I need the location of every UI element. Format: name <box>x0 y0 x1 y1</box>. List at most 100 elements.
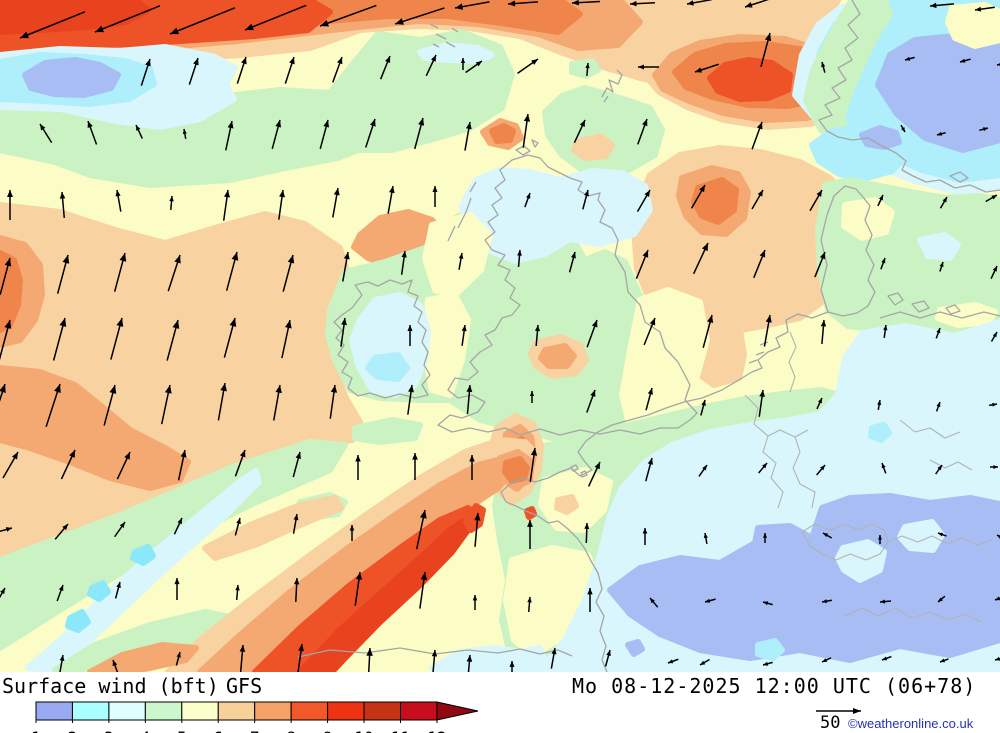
wind-arrow-head <box>992 402 997 407</box>
wind-arrow <box>281 319 292 359</box>
wind-arrow <box>881 655 892 661</box>
wind-arrow <box>332 187 340 218</box>
wind-arrow-head <box>759 250 766 258</box>
wind-arrow <box>225 251 239 291</box>
wind-arrow-head <box>982 127 988 132</box>
wind-arrow <box>273 384 282 421</box>
wind-arrow-head <box>587 588 593 595</box>
credit-link[interactable]: ©weatheronline.co.uk <box>848 716 974 731</box>
coastline-faroe-islands <box>429 23 459 48</box>
coastline-baltic-coast <box>879 311 1000 319</box>
wind-arrow <box>292 451 301 478</box>
wind-arrow <box>110 317 124 360</box>
wind-arrow-head <box>940 658 946 663</box>
wind-arrow <box>816 397 823 410</box>
wind-arrow-head <box>702 465 707 471</box>
scale-arrow-head <box>853 708 861 714</box>
wind-arrow <box>387 185 395 214</box>
wind-arrow-head <box>455 3 463 10</box>
wind-arrow-head <box>112 660 118 667</box>
wind-arrow-head <box>937 131 943 136</box>
wind-arrow-head <box>461 325 467 332</box>
region-streak-dot2 <box>87 580 111 602</box>
legend-tick-label: 9 <box>323 728 333 733</box>
coastline-denmark <box>820 185 876 317</box>
wind-arrow <box>758 389 765 417</box>
wind-arrow-head <box>975 6 982 12</box>
wind-arrow <box>878 535 882 544</box>
wind-arrow-head <box>642 250 649 258</box>
wind-arrow-head <box>241 57 247 65</box>
wind-arrow-head <box>343 252 350 260</box>
wind-arrow-head <box>820 465 825 471</box>
wind-arrow <box>113 252 127 292</box>
wind-arrow-head <box>936 402 941 408</box>
wind-arrow-head <box>534 325 541 332</box>
wind-arrow <box>292 513 299 534</box>
wind-arrow <box>821 657 832 663</box>
wind-arrow <box>985 194 998 203</box>
wind-arrow <box>587 588 593 612</box>
wind-arrow <box>763 314 772 347</box>
wind-arrow-head <box>0 588 6 595</box>
wind-arrow-head <box>700 660 706 665</box>
coastline-ireland <box>333 279 431 399</box>
wind-arrow <box>19 11 86 39</box>
wind-arrow <box>637 118 648 145</box>
region-europe-peri-dot <box>625 639 645 657</box>
wind-arrow-head <box>584 190 589 197</box>
wind-arrow <box>692 242 709 275</box>
wind-arrow-head <box>177 518 182 525</box>
wind-arrow <box>0 319 12 361</box>
wind-arrow-head <box>355 572 363 580</box>
coastline-continent-coast <box>500 311 829 672</box>
wind-arrow <box>432 186 438 207</box>
wind-arrow <box>60 449 76 480</box>
wind-arrow-head <box>509 661 515 667</box>
wind-arrow <box>881 462 887 474</box>
wind-arrow <box>585 62 590 77</box>
wind-arrow-head <box>59 655 65 662</box>
wind-arrow-head <box>116 582 121 588</box>
region-orkney-peach-spot <box>571 133 615 161</box>
wind-arrow <box>472 595 478 610</box>
wind-arrow-head <box>275 385 282 394</box>
wind-arrow-shaft <box>94 5 161 33</box>
wind-arrow <box>649 597 659 608</box>
wind-arrow-head <box>458 253 464 259</box>
wind-arrow <box>469 455 475 480</box>
region-north-green-east <box>542 85 665 179</box>
wind-arrow-head <box>469 455 475 462</box>
region-irishsea-yellow <box>422 212 493 298</box>
wind-arrow-head <box>5 527 12 532</box>
legend-cell-1 <box>35 701 73 721</box>
wind-arrow <box>188 57 199 85</box>
wind-arrow-head <box>412 453 418 460</box>
wind-arrow <box>244 4 307 31</box>
wind-arrow <box>879 599 892 604</box>
wind-arrow-shaft <box>19 11 86 39</box>
wind-arrow <box>880 257 886 270</box>
wind-arrow-head <box>176 652 181 658</box>
wind-arrow <box>694 63 720 73</box>
coastline-sweden-lakes <box>949 171 969 183</box>
wind-arrow-head <box>880 599 886 604</box>
wind-arrow-head <box>355 455 361 462</box>
wind-arrow-head <box>170 27 179 35</box>
border-benelux-germany <box>744 394 816 509</box>
wind-arrow-head <box>4 258 12 267</box>
wind-arrow-head <box>759 390 765 397</box>
legend-cell-6 <box>217 701 256 721</box>
legend-cell-5 <box>181 701 219 721</box>
wind-arrow <box>814 251 826 278</box>
wind-arrow <box>996 534 1000 539</box>
wind-arrow-head <box>995 656 1000 661</box>
legend-tick-label: 7 <box>250 728 260 733</box>
wind-arrow-head <box>465 122 472 130</box>
wind-arrow-head <box>431 650 438 657</box>
wind-arrow-head <box>109 385 117 394</box>
wind-arrow-head <box>995 596 1000 601</box>
wind-arrow <box>400 250 407 275</box>
wind-arrow-head <box>756 122 763 130</box>
wind-arrow <box>379 55 391 80</box>
